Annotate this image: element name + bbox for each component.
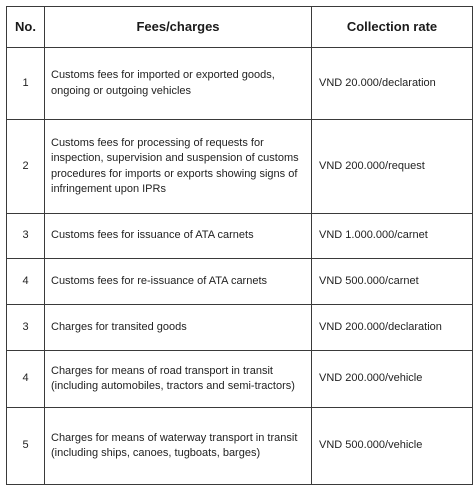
row-fee: Customs fees for imported or exported go…: [44, 47, 312, 120]
table-header: No. Fees/charges Collection rate: [6, 6, 473, 48]
row-fee: Customs fees for re-issuance of ATA carn…: [44, 258, 312, 305]
header-no: No.: [6, 6, 45, 48]
row-fee: Customs fees for issuance of ATA carnets: [44, 213, 312, 259]
row-number: 1: [6, 47, 45, 120]
table-row: 4 Customs fees for re-issuance of ATA ca…: [6, 258, 473, 305]
fees-table: No. Fees/charges Collection rate 1 Custo…: [6, 6, 473, 485]
table-row: 3 Charges for transited goods VND 200.00…: [6, 304, 473, 351]
row-number: 2: [6, 119, 45, 214]
row-rate: VND 500.000/carnet: [311, 258, 473, 305]
row-fee: Charges for means of waterway transport …: [44, 407, 312, 485]
row-fee: Customs fees for processing of requests …: [44, 119, 312, 214]
table-body: 1 Customs fees for imported or exported …: [6, 47, 473, 485]
header-row: No. Fees/charges Collection rate: [6, 6, 473, 48]
table-row: 4 Charges for means of road transport in…: [6, 350, 473, 408]
row-rate: VND 1.000.000/carnet: [311, 213, 473, 259]
row-number: 4: [6, 350, 45, 408]
table-row: 1 Customs fees for imported or exported …: [6, 47, 473, 120]
row-fee: Charges for transited goods: [44, 304, 312, 351]
row-rate: VND 200.000/vehicle: [311, 350, 473, 408]
row-number: 5: [6, 407, 45, 485]
row-rate: VND 200.000/declaration: [311, 304, 473, 351]
table-row: 3 Customs fees for issuance of ATA carne…: [6, 213, 473, 259]
header-fees-charges: Fees/charges: [44, 6, 312, 48]
row-rate: VND 20.000/declaration: [311, 47, 473, 120]
row-number: 3: [6, 213, 45, 259]
row-number: 4: [6, 258, 45, 305]
table-row: 2 Customs fees for processing of request…: [6, 119, 473, 214]
row-rate: VND 200.000/request: [311, 119, 473, 214]
row-rate: VND 500.000/vehicle: [311, 407, 473, 485]
row-fee: Charges for means of road transport in t…: [44, 350, 312, 408]
row-number: 3: [6, 304, 45, 351]
table-row: 5 Charges for means of waterway transpor…: [6, 407, 473, 485]
header-collection-rate: Collection rate: [311, 6, 473, 48]
